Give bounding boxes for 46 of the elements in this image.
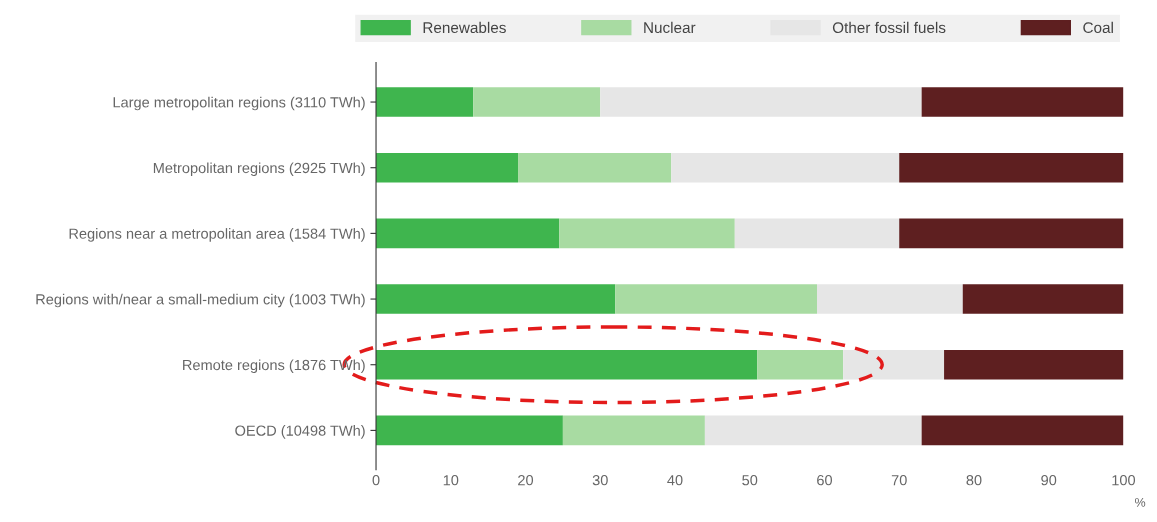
bar — [615, 284, 817, 314]
bar — [473, 87, 601, 117]
bar — [671, 152, 900, 183]
bar — [843, 349, 945, 380]
bar — [562, 415, 705, 446]
bar — [559, 218, 735, 249]
bar — [376, 87, 474, 117]
x-tick-label: 100 — [1112, 475, 1136, 486]
y-tick-label: Regions with/near a small-medium city (1003 TWh) — [36, 293, 365, 308]
x-tick-label: 20 — [518, 475, 534, 486]
bar — [376, 415, 563, 446]
x-tick-label: 30 — [592, 475, 608, 486]
bar — [962, 284, 1124, 314]
bar — [704, 415, 922, 446]
legend-label: Nuclear — [644, 21, 696, 34]
x-tick-label: 10 — [443, 475, 459, 486]
y-tick-label: Metropolitan regions (2925 TWh) — [153, 162, 365, 177]
bar — [921, 415, 1124, 446]
bar — [376, 349, 758, 380]
bar — [600, 87, 922, 117]
x-tick-label: 70 — [891, 475, 907, 486]
bar — [921, 87, 1124, 117]
y-tick-label: Regions near a metropolitan area (1584 TWh) — [69, 228, 365, 242]
y-tick-label: OECD (10498 TWh) — [235, 425, 365, 439]
bar — [817, 284, 963, 314]
x-tick-label: 80 — [966, 475, 982, 486]
bar — [518, 152, 672, 183]
x-tick-label: 40 — [667, 475, 683, 486]
legend-label: Coal — [1083, 21, 1113, 34]
legend-label: Renewables — [423, 21, 506, 34]
x-tick-label: 90 — [1041, 475, 1057, 486]
bar — [376, 284, 616, 314]
bar — [734, 218, 900, 249]
bar — [376, 218, 560, 249]
x-axis-title: % — [1135, 497, 1146, 507]
bar — [376, 152, 519, 183]
y-tick-label: Remote regions (1876 TWh) — [183, 359, 365, 374]
x-tick-label: 60 — [817, 475, 833, 486]
x-tick-label: 50 — [742, 475, 758, 486]
y-tick-label: Large metropolitan regions (3110 TWh) — [113, 96, 365, 111]
bar — [899, 152, 1124, 183]
bar — [944, 349, 1124, 380]
bar — [899, 218, 1124, 249]
legend-label: Other fossil fuels — [832, 21, 946, 34]
bar — [757, 349, 844, 380]
x-tick-label: 0 — [372, 475, 380, 486]
